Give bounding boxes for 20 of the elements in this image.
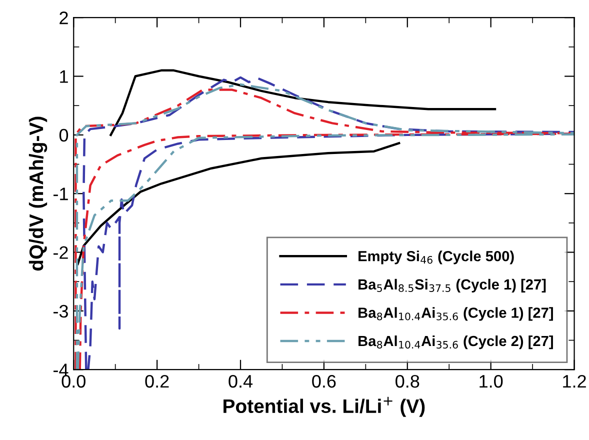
x-tick-label: 1.0	[480, 374, 503, 388]
legend-label: Ba$_{8}$Al$_{10.4}$Ai$_{35.6}$ (Cycle 1) [27]	[358, 307, 553, 321]
legend-label: Ba$_{8}$Al$_{10.4}$Ai$_{35.6}$ (Cycle 2) [27]	[358, 335, 553, 350]
x-tick-label: 1.2	[563, 374, 586, 388]
x-axis-title: Potential vs. Li/Li$^{+}$ (V)	[224, 396, 425, 417]
x-tick-label: 0.6	[312, 374, 336, 388]
x-tick-label: 0.4	[228, 374, 253, 388]
legend-label: Ba$_{5}$Al$_{8.5}$Si$_{37.5}$ (Cycle 1) [27]	[358, 278, 546, 292]
x-tick-label: 0.8	[396, 374, 420, 388]
x-tick-label: 0.2	[145, 374, 169, 388]
x-tick-label: 0.0	[62, 374, 86, 388]
y-tick-label: -2	[54, 246, 68, 259]
legend-label: Empty Si$_{46}$ (Cycle 500)	[358, 250, 514, 264]
y-tick-label: -4	[54, 364, 68, 376]
y-tick-label: -3	[54, 304, 68, 318]
y-axis-title: dQ/dV (mAh/g-V)	[28, 116, 48, 271]
y-tick-label: 0	[59, 128, 68, 142]
y-tick-label: -1	[54, 188, 68, 200]
y-tick-label: 1	[60, 70, 68, 83]
y-tick-label: 2	[60, 12, 68, 24]
